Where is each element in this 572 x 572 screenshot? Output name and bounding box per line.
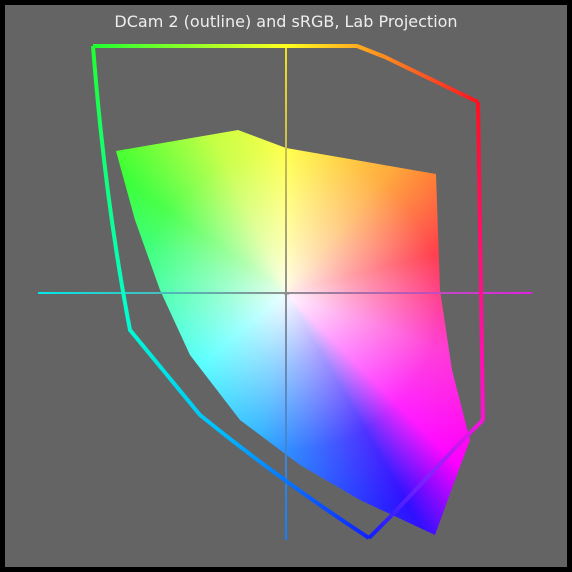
outline-right: [476, 101, 485, 421]
title: DCam 2 (outline) and sRGB, Lab Projectio…: [114, 12, 458, 31]
outline-left: [91, 45, 371, 540]
outline-bottom-right: [367, 418, 485, 540]
outline: [91, 44, 485, 540]
outline-top: [93, 44, 479, 104]
